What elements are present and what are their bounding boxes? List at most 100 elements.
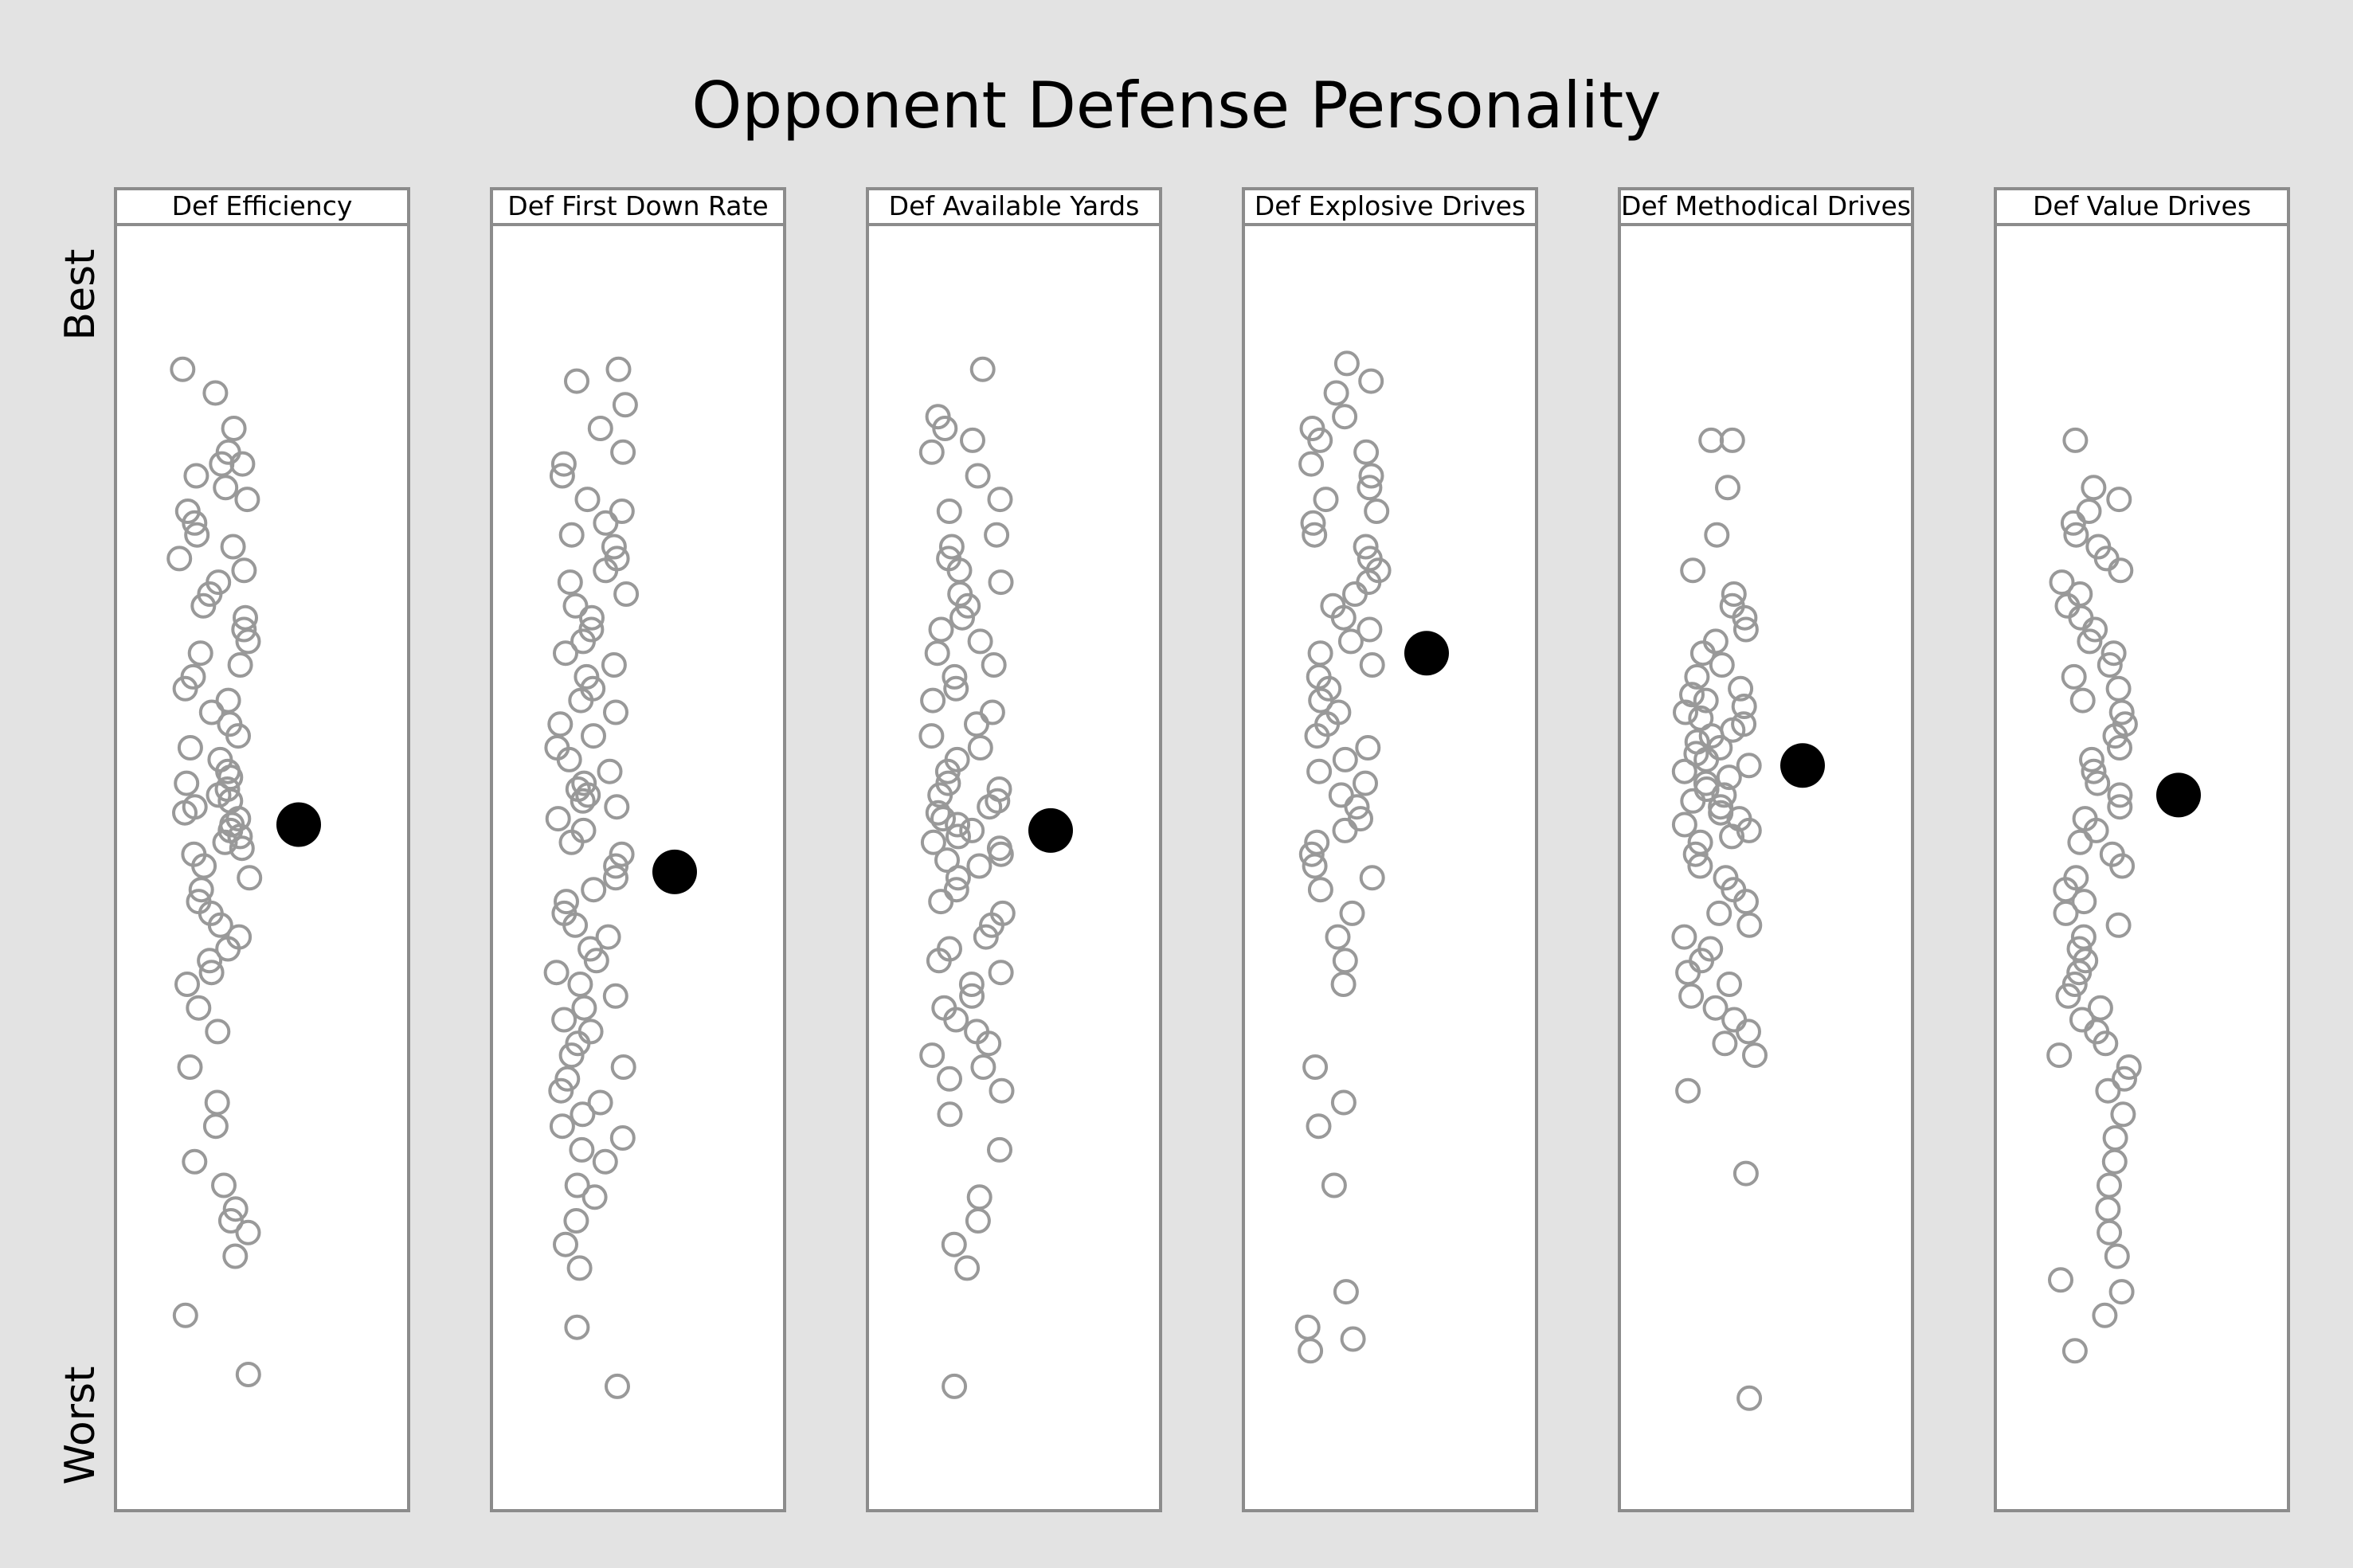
team-point — [2116, 1054, 2142, 1080]
team-point — [1308, 687, 1334, 714]
team-point — [934, 847, 960, 874]
team-point — [574, 663, 600, 690]
team-point — [1353, 534, 1379, 560]
team-point — [558, 829, 585, 855]
team-point — [2107, 794, 2133, 820]
team-point — [1300, 510, 1326, 536]
team-point — [587, 416, 613, 441]
team-point — [1333, 1279, 1359, 1305]
team-point — [554, 1066, 581, 1092]
team-point — [941, 1231, 967, 1257]
team-point — [942, 663, 968, 690]
team-point — [1302, 853, 1328, 879]
team-point — [610, 439, 636, 465]
team-point — [565, 1030, 591, 1057]
team-point — [989, 1077, 1015, 1104]
team-point — [1364, 499, 1390, 524]
team-point — [1304, 723, 1330, 749]
highlight-point — [2156, 772, 2201, 818]
team-point — [920, 687, 946, 714]
team-point — [2087, 995, 2113, 1021]
team-point — [1330, 1089, 1357, 1116]
team-point — [587, 1089, 613, 1116]
team-point — [207, 912, 233, 938]
y-bottom-label: Worst — [57, 1366, 104, 1484]
team-point — [1706, 900, 1732, 926]
team-point — [2082, 616, 2108, 643]
team-point — [553, 640, 578, 667]
team-point — [1332, 746, 1358, 772]
team-point — [925, 800, 951, 826]
team-point — [231, 557, 257, 584]
team-point — [570, 788, 596, 814]
team-point — [1728, 675, 1754, 702]
team-point — [959, 983, 985, 1009]
highlight-point — [276, 802, 321, 847]
team-point — [919, 1042, 946, 1069]
team-point — [182, 510, 208, 536]
team-point — [1298, 451, 1325, 477]
team-point — [557, 569, 583, 596]
team-point — [581, 723, 606, 749]
team-point — [206, 782, 232, 808]
team-point — [601, 652, 627, 678]
team-point — [2097, 1219, 2123, 1245]
team-point — [930, 806, 956, 832]
team-point — [574, 487, 601, 513]
team-point — [2108, 1279, 2135, 1305]
team-point — [2079, 746, 2104, 772]
panel-label: Def Explosive Drives — [1255, 190, 1525, 221]
team-point — [945, 865, 971, 891]
team-point — [177, 735, 203, 761]
team-point — [172, 800, 198, 826]
panel: Def First Down Rate — [490, 187, 786, 1512]
team-point — [1675, 960, 1701, 986]
team-point — [988, 569, 1014, 596]
team-point — [1359, 865, 1385, 891]
team-point — [229, 835, 255, 862]
team-point — [571, 995, 597, 1021]
team-point — [1719, 823, 1745, 850]
team-point — [235, 628, 261, 655]
team-point — [2107, 782, 2133, 808]
team-point — [2097, 652, 2123, 678]
team-point — [2063, 522, 2089, 548]
team-point — [231, 616, 257, 643]
team-point — [1732, 604, 1758, 631]
panels: Def Efficiency Def First Down Rate Def Ava… — [114, 187, 2290, 1512]
team-point — [1355, 735, 1381, 761]
team-point — [2092, 1302, 2118, 1328]
team-point — [1344, 794, 1370, 820]
team-point — [927, 782, 953, 808]
team-point — [227, 823, 253, 850]
team-point — [1671, 811, 1697, 838]
team-point — [938, 534, 965, 560]
team-point — [1306, 758, 1333, 784]
team-point — [197, 948, 223, 974]
team-point — [1712, 1030, 1738, 1057]
team-point — [603, 853, 629, 879]
team-point — [603, 699, 628, 725]
team-point — [188, 877, 214, 903]
team-point — [1715, 475, 1740, 501]
team-point — [959, 817, 985, 843]
team-point — [2049, 569, 2075, 596]
team-point — [583, 948, 609, 974]
team-point — [593, 510, 619, 536]
team-point — [545, 806, 571, 832]
team-point — [943, 1007, 969, 1033]
panel-frame — [1618, 187, 1914, 1512]
team-point — [609, 841, 635, 867]
team-point — [554, 889, 579, 915]
team-point — [595, 924, 621, 950]
team-point — [1736, 817, 1762, 843]
team-point — [570, 628, 596, 655]
team-point — [233, 604, 258, 631]
team-point — [1680, 557, 1706, 584]
team-point — [1337, 628, 1364, 655]
team-point — [1313, 487, 1339, 513]
team-point — [2112, 1066, 2137, 1092]
team-point — [570, 1101, 596, 1128]
team-point — [2062, 427, 2089, 453]
